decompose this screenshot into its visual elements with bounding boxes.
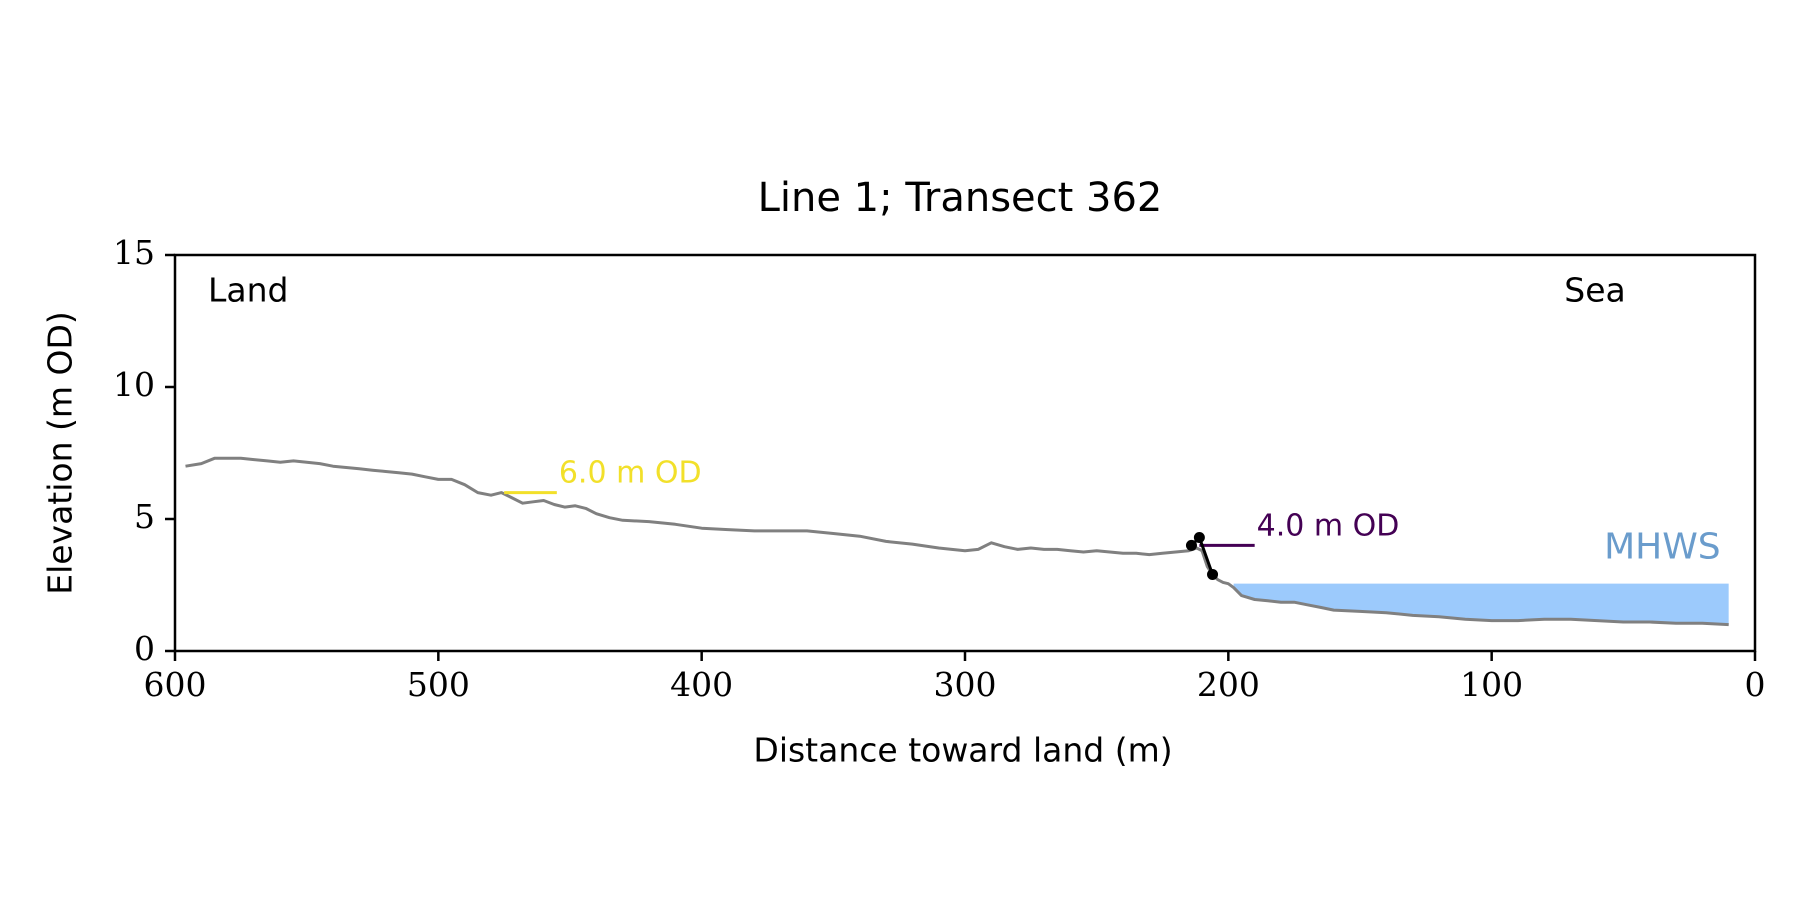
y-tick-label-3: 15 bbox=[113, 233, 155, 272]
x-axis: 600 500 400 300 200 100 0 bbox=[144, 651, 1766, 704]
cliff-point-1 bbox=[1193, 531, 1205, 543]
y-tick-label-1: 5 bbox=[134, 497, 155, 536]
x-tick-label-0: 600 bbox=[144, 665, 207, 704]
mhws-fill bbox=[1233, 583, 1729, 625]
land-annotation: Land bbox=[208, 271, 288, 310]
mhws-label: MHWS bbox=[1604, 527, 1721, 568]
x-tick-label-5: 100 bbox=[1460, 665, 1523, 704]
x-axis-label: Distance toward land (m) bbox=[753, 731, 1172, 770]
chart-title: Line 1; Transect 362 bbox=[758, 175, 1163, 221]
x-tick-label-4: 200 bbox=[1197, 665, 1260, 704]
x-tick-label-2: 400 bbox=[670, 665, 733, 704]
y-axis: 0 5 10 15 bbox=[113, 233, 175, 668]
y-tick-label-2: 10 bbox=[113, 365, 155, 404]
level-label-0: 6.0 m OD bbox=[559, 456, 702, 491]
profile-line bbox=[185, 456, 1729, 627]
plot-area: MHWS 6.0 m OD 4.0 m OD bbox=[173, 253, 1757, 653]
cliff-point-0 bbox=[1185, 539, 1197, 551]
y-axis-label: Elevation (m OD) bbox=[41, 311, 80, 595]
level-label-1: 4.0 m OD bbox=[1257, 508, 1400, 543]
y-tick-label-0: 0 bbox=[134, 629, 155, 668]
cliff-point-2 bbox=[1207, 568, 1219, 580]
x-tick-label-1: 500 bbox=[407, 665, 470, 704]
x-tick-label-6: 0 bbox=[1745, 665, 1766, 704]
sea-annotation: Sea bbox=[1564, 271, 1625, 310]
x-tick-label-3: 300 bbox=[934, 665, 997, 704]
